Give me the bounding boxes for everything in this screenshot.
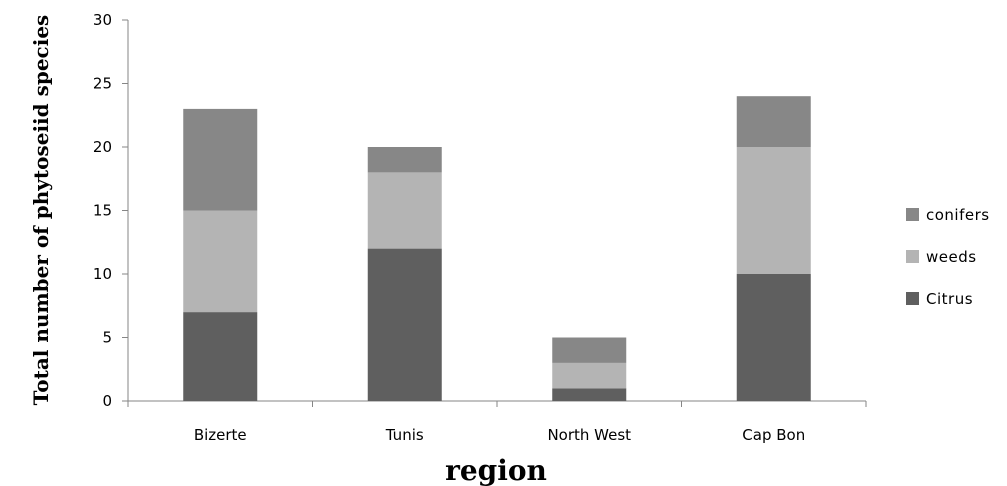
legend: conifers weeds Citrus: [906, 206, 990, 308]
bar-segment-weeds-north-west: [552, 362, 627, 389]
bar-segment-citrus-cap-bon: [736, 274, 811, 401]
bar-segment-citrus-bizerte: [183, 312, 258, 401]
x-tick-label: North West: [547, 426, 631, 444]
y-tick-label: 0: [102, 392, 112, 410]
bar-segment-conifers-cap-bon: [736, 96, 811, 147]
legend-label-weeds: weeds: [926, 248, 977, 266]
bar-segment-conifers-tunis: [367, 147, 442, 173]
x-tick-label: Bizerte: [194, 426, 247, 444]
bars: [183, 96, 811, 401]
bar-segment-conifers-bizerte: [183, 108, 258, 211]
bar-segment-weeds-cap-bon: [736, 147, 811, 274]
bar-segment-weeds-tunis: [367, 172, 442, 249]
y-tick-label: 25: [93, 75, 112, 93]
y-axis-title: Total number of phytoseiid species: [29, 15, 53, 406]
y-tick-label: 20: [93, 138, 112, 156]
y-tick-label: 30: [93, 11, 112, 29]
legend-swatch-citrus: [906, 292, 919, 305]
bar-segment-conifers-north-west: [552, 337, 627, 363]
bar-segment-weeds-bizerte: [183, 210, 258, 313]
x-axis-title: region: [445, 454, 547, 486]
legend-label-conifers: conifers: [926, 206, 990, 224]
y-tick-label: 10: [93, 265, 112, 283]
tick-labels: 0 5 10 15 20 25 30 Bizerte Tunis North West Cap Bo…: [93, 11, 805, 444]
x-tick-label: Cap Bon: [742, 426, 805, 444]
y-tick-label: 5: [102, 329, 112, 347]
legend-swatch-weeds: [906, 250, 919, 263]
bar-segment-citrus-tunis: [367, 248, 442, 401]
legend-swatch-conifers: [906, 208, 919, 221]
y-tick-label: 15: [93, 202, 112, 220]
x-tick-label: Tunis: [385, 426, 424, 444]
legend-label-citrus: Citrus: [926, 290, 973, 308]
bar-segment-citrus-north-west: [552, 388, 627, 401]
